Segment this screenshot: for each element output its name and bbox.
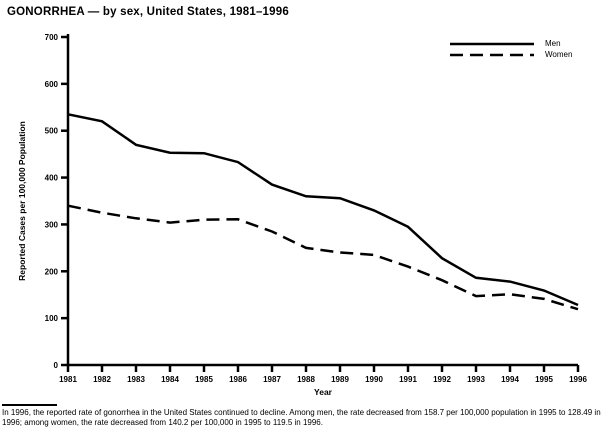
y-tick-label: 600: [45, 80, 59, 89]
x-tick-label: 1982: [93, 375, 111, 384]
y-tick-label: 400: [45, 174, 59, 183]
x-tick-label: 1985: [195, 375, 213, 384]
x-tick-label: 1981: [59, 375, 77, 384]
x-tick-label: 1992: [433, 375, 451, 384]
footnote-text: In 1996, the reported rate of gonorrhea …: [2, 408, 601, 427]
legend-women-line-icon: [450, 53, 534, 56]
y-tick-label: 200: [45, 267, 59, 276]
x-tick-label: 1993: [467, 375, 485, 384]
x-tick-label: 1996: [569, 375, 587, 384]
y-tick-label: 500: [45, 127, 59, 136]
legend-men-line-icon: [450, 42, 534, 45]
x-tick-label: 1983: [127, 375, 145, 384]
legend: Men Women: [450, 38, 572, 60]
legend-label-men: Men: [545, 38, 561, 48]
x-tick-label: 1989: [331, 375, 349, 384]
footnote-rule: [2, 404, 57, 406]
y-tick-label: 0: [54, 361, 59, 370]
footnote: In 1996, the reported rate of gonorrhea …: [2, 404, 614, 428]
x-tick-label: 1994: [501, 375, 519, 384]
y-tick-label: 300: [45, 220, 59, 229]
x-axis-title: Year: [314, 387, 333, 397]
y-tick-label: 700: [45, 33, 59, 42]
y-axis-title: Reported Cases per 100,000 Population: [17, 121, 27, 281]
x-tick-label: 1984: [161, 375, 179, 384]
axes: [66, 34, 578, 367]
legend-item-women: Women: [450, 49, 572, 60]
series-line-men: [67, 113, 579, 307]
y-tick-label: 100: [45, 314, 59, 323]
x-tick-label: 1991: [399, 375, 417, 384]
x-tick-label: 1986: [229, 375, 247, 384]
chart-canvas: 0 100 200 300 400 500 600 700 1981 1982 1983 1984 19…: [17, 33, 587, 397]
legend-label-women: Women: [545, 49, 573, 59]
x-tick-label: 1988: [297, 375, 315, 384]
x-tick-label: 1990: [365, 375, 383, 384]
series-line-women: [67, 204, 579, 311]
x-tick-label: 1987: [263, 375, 281, 384]
legend-item-men: Men: [450, 38, 572, 49]
x-tick-label: 1995: [535, 375, 553, 384]
chart-title: GONORRHEA — by sex, United States, 1981–…: [7, 6, 289, 18]
